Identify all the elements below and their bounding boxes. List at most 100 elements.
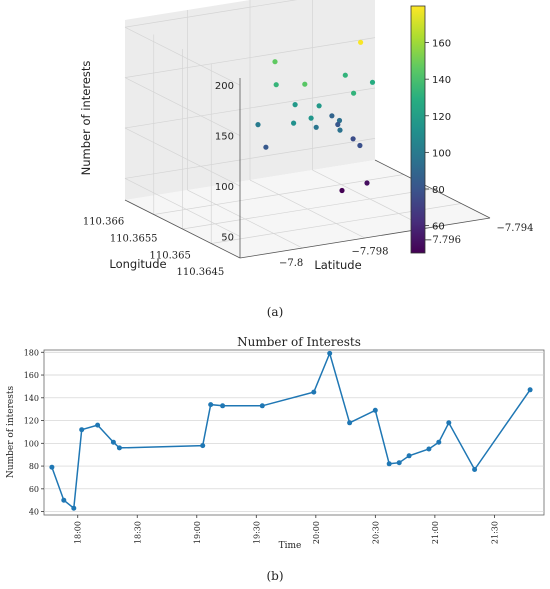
grid-lines — [44, 351, 544, 512]
scatter-point — [329, 113, 335, 119]
grid-line — [153, 174, 404, 215]
y-tick-label: 100 — [24, 439, 39, 448]
colorbar-ticks: 60 80 100 120 140 160 — [425, 39, 451, 233]
scatter-point — [342, 72, 348, 78]
scatter-point — [369, 79, 376, 85]
scatter-point — [357, 142, 363, 149]
data-point — [347, 420, 353, 426]
y-tick-label: 60 — [29, 485, 39, 494]
data-point — [527, 387, 533, 393]
latitude-tick-label: −7.796 — [424, 235, 461, 246]
y-tick-label: 180 — [24, 348, 39, 357]
data-point — [396, 460, 402, 466]
data-point — [95, 422, 101, 428]
longitude-tick-label: 110.366 — [83, 217, 124, 228]
y-tick-label: 140 — [24, 394, 39, 403]
data-point — [386, 461, 392, 467]
x-axis-label: Time — [279, 541, 302, 551]
x-tick-label: 18:00 — [74, 521, 83, 544]
y-tick-label: 80 — [29, 462, 39, 471]
scatter-point — [313, 124, 319, 130]
y-tick-label: 160 — [24, 371, 39, 380]
axes-3d: 50 100 150 200 110.366 110.3655 110.365 110.364… — [83, 78, 534, 278]
z-tick-label: 50 — [221, 232, 234, 243]
colorbar-tick-label: 60 — [432, 222, 445, 233]
data-point — [327, 350, 333, 356]
scatter-point — [255, 122, 261, 128]
y-axis-label: Number of interests — [6, 386, 16, 479]
axis-line — [124, 199, 241, 259]
colorbar-tick-label: 120 — [432, 112, 451, 123]
points-3d — [255, 39, 376, 194]
axis-line — [374, 159, 491, 219]
data-point — [259, 403, 265, 409]
scatter-point — [350, 136, 356, 142]
y-axis-label-latitude: Latitude — [314, 258, 361, 272]
scatter-point — [339, 187, 345, 194]
data-point — [311, 389, 317, 395]
data-point — [49, 464, 55, 470]
data-point — [79, 427, 85, 433]
data-point — [436, 439, 442, 445]
scatter-point — [272, 59, 278, 65]
latitude-tick-label: −7.794 — [497, 223, 534, 234]
scatter-point — [351, 90, 357, 96]
x-tick-label: 21:30 — [490, 521, 499, 544]
longitude-tick-label: 110.3655 — [110, 233, 158, 244]
x-tick-label: 20:30 — [371, 521, 380, 544]
series-points — [49, 350, 533, 511]
x-tick-label: 19:00 — [193, 521, 202, 544]
plot-area — [43, 349, 545, 516]
data-point — [220, 403, 226, 409]
chart-3d-scatter: 50 100 150 200 110.366 110.3655 110.365 110.364… — [79, 0, 534, 278]
data-point — [71, 505, 77, 511]
y-ticks: 40 60 80 100 120 140 160 180 — [24, 348, 44, 517]
z-tick-label: 100 — [215, 182, 234, 193]
y-tick-label: 120 — [24, 417, 39, 426]
grid-line — [182, 188, 433, 230]
latitude-tick-label: −7.798 — [352, 246, 389, 257]
data-point — [406, 453, 412, 459]
x-ticks: 18:00 18:30 19:00 19:30 20:00 20:30 21:00 21:30 — [74, 515, 499, 544]
x-axis-label-longitude: Longitude — [109, 257, 166, 271]
data-point — [472, 467, 478, 472]
figure-a-caption: (a) — [267, 305, 284, 319]
data-point — [200, 443, 206, 449]
z-tick-label: 200 — [215, 81, 234, 92]
data-point — [446, 420, 452, 426]
x-tick-label: 18:30 — [133, 521, 142, 544]
scatter-point — [335, 121, 341, 128]
scatter-point — [364, 180, 370, 186]
data-point — [61, 497, 67, 503]
scatter-point — [273, 82, 279, 88]
scatter-point — [337, 127, 343, 133]
scatter-point — [316, 103, 322, 109]
chart-line: Number of Interests 40 60 80 100 120 140 160 18… — [6, 335, 545, 551]
scatter-point — [302, 81, 308, 87]
latitude-tick-label: −7.8 — [279, 258, 303, 269]
scatter-point — [291, 120, 297, 126]
figure-b-caption: (b) — [266, 569, 283, 583]
colorbar-tick-label: 140 — [432, 75, 451, 86]
data-point — [208, 402, 214, 408]
data-point — [116, 445, 122, 451]
scatter-point — [263, 144, 269, 150]
x-tick-label: 21:00 — [431, 521, 440, 544]
x-tick-label: 20:00 — [312, 521, 321, 544]
data-point — [372, 407, 378, 413]
z-axis-label: Number of interests — [79, 61, 93, 176]
scatter-point — [292, 102, 298, 108]
scatter-point — [336, 117, 343, 124]
colorbar-tick-label: 100 — [432, 148, 451, 159]
data-point — [110, 439, 116, 445]
longitude-tick-label: 110.365 — [150, 250, 191, 261]
data-point — [426, 446, 432, 452]
scatter-point — [308, 115, 314, 121]
scatter-point — [358, 39, 364, 45]
z-tick-label: 150 — [215, 132, 234, 143]
colorbar-tick-label: 160 — [432, 39, 451, 50]
longitude-tick-label: 110.3645 — [177, 267, 225, 278]
colorbar — [410, 5, 426, 254]
chart-title: Number of Interests — [237, 335, 361, 349]
